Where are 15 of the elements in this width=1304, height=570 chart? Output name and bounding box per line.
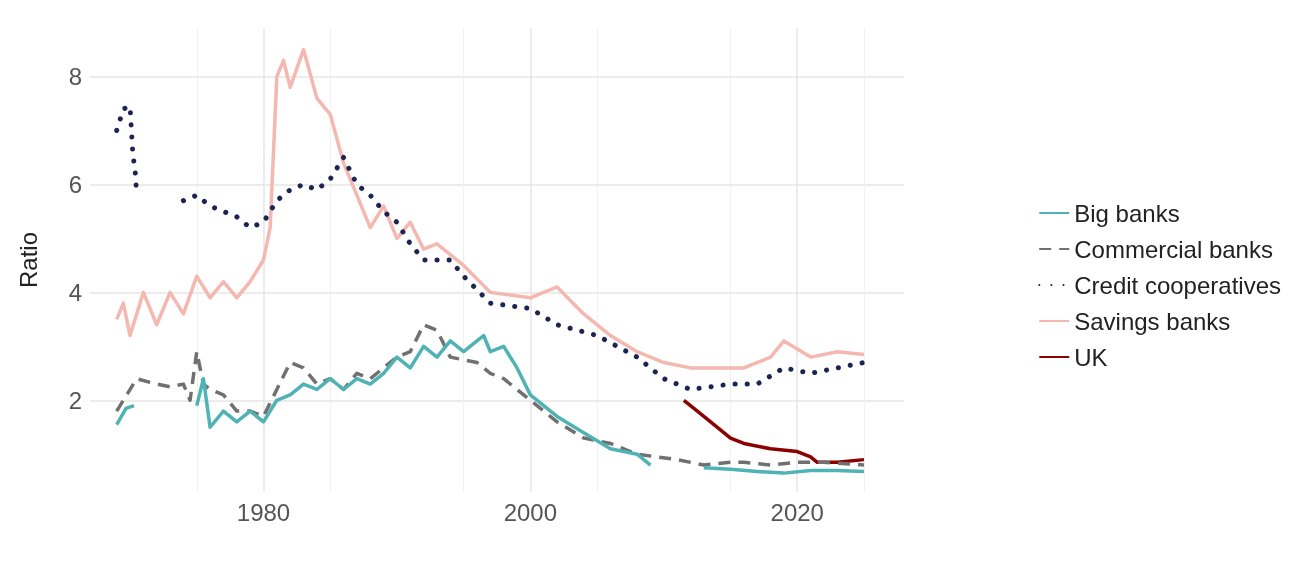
y-tick-label: 6 — [68, 170, 82, 198]
x-tick-label: 2020 — [770, 498, 824, 526]
y-tick-label: 4 — [68, 278, 82, 306]
y-tick-label: 2 — [68, 386, 82, 414]
legend-label: UK — [1074, 343, 1108, 371]
x-tick-label: 1980 — [236, 498, 291, 526]
legend-label: Commercial banks — [1074, 235, 1273, 263]
legend-label: Savings banks — [1074, 307, 1231, 335]
y-axis-title: Ratio — [14, 231, 42, 289]
line-series — [114, 47, 866, 370]
line-series — [682, 398, 866, 465]
legend-label: Big banks — [1074, 199, 1180, 227]
y-tick-label: 8 — [68, 63, 82, 91]
legend-label: Credit cooperatives — [1074, 271, 1281, 299]
x-tick-label: 2000 — [503, 498, 558, 526]
